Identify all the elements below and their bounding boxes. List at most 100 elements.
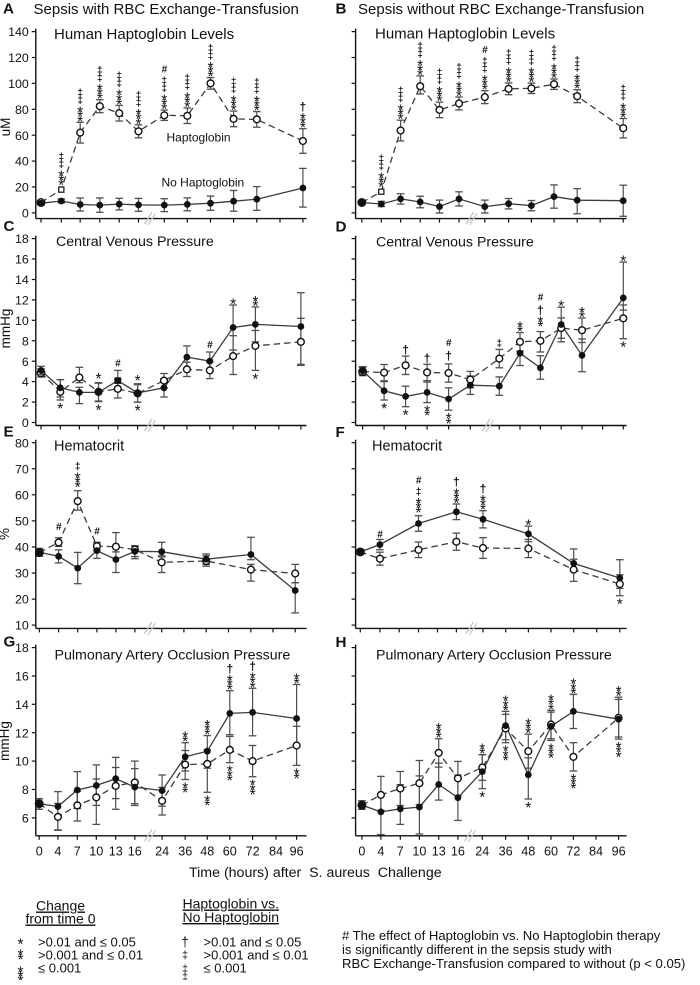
svg-text:‡: ‡	[417, 49, 423, 60]
svg-text:10: 10	[89, 845, 103, 859]
svg-text:‡: ‡	[482, 56, 488, 67]
svg-text:Change: Change	[36, 898, 85, 914]
svg-text:*: *	[558, 299, 564, 316]
svg-text:*: *	[252, 371, 258, 388]
svg-text:‡: ‡	[116, 79, 122, 90]
svg-text:*: *	[294, 766, 300, 783]
svg-text:*: *	[77, 109, 83, 126]
svg-text:*: *	[182, 785, 188, 802]
svg-text:‡: ‡	[456, 70, 462, 81]
svg-text:50: 50	[15, 515, 29, 529]
svg-text:‡: ‡	[182, 972, 188, 981]
svg-text:*: *	[479, 746, 485, 763]
svg-text:*: *	[506, 70, 512, 87]
svg-text:>0.001 and ≤ 0.01: >0.001 and ≤ 0.01	[38, 948, 143, 963]
svg-text:*: *	[503, 744, 509, 761]
svg-text:A: A	[3, 1, 14, 18]
svg-text:‡: ‡	[398, 93, 404, 104]
svg-text:*: *	[525, 716, 531, 733]
svg-text:*: *	[135, 373, 141, 390]
svg-text:*: *	[161, 92, 167, 109]
svg-text:*: *	[424, 408, 430, 425]
svg-text:*: *	[250, 671, 256, 688]
svg-text:‡: ‡	[437, 75, 443, 86]
svg-text:‡: ‡	[254, 85, 260, 96]
svg-text:*: *	[453, 491, 459, 508]
svg-text:96: 96	[290, 845, 304, 859]
svg-text:*: *	[95, 371, 101, 388]
svg-text:*: *	[294, 676, 300, 693]
svg-text:*: *	[570, 681, 576, 698]
svg-text:*: *	[227, 673, 233, 690]
svg-text:6: 6	[22, 812, 29, 826]
svg-text:*: *	[116, 92, 122, 109]
svg-text:14: 14	[15, 273, 29, 287]
svg-text:*: *	[436, 730, 442, 747]
svg-text:#: #	[446, 338, 452, 349]
svg-text:#: #	[115, 358, 121, 369]
svg-text:80: 80	[15, 103, 29, 117]
svg-text:‡: ‡	[620, 92, 626, 103]
svg-text:*: *	[227, 764, 233, 781]
svg-text:*: *	[517, 324, 523, 341]
svg-text:*: *	[398, 112, 404, 129]
svg-text:*: *	[300, 111, 306, 128]
svg-text:‡: ‡	[574, 55, 580, 66]
svg-text:‡: ‡	[416, 487, 422, 498]
svg-text:‡: ‡	[456, 63, 462, 74]
svg-text:*: *	[250, 782, 256, 799]
svg-text:*: *	[75, 480, 81, 497]
svg-text:*: *	[548, 746, 554, 763]
svg-text:*: *	[480, 493, 486, 510]
svg-text:0: 0	[22, 416, 29, 430]
svg-text:*: *	[525, 726, 531, 743]
svg-text:*: *	[570, 772, 576, 789]
svg-text:*: *	[77, 114, 83, 131]
svg-text:*: *	[252, 299, 258, 316]
svg-text:*: *	[616, 749, 622, 766]
svg-text:Central Venous Pressure: Central Venous Pressure	[376, 235, 534, 251]
svg-text:*: *	[436, 85, 442, 102]
svg-text:*: *	[95, 403, 101, 420]
svg-text:%: %	[0, 528, 12, 540]
svg-text:13: 13	[109, 845, 123, 859]
svg-text:Haptoglobin: Haptoglobin	[167, 131, 231, 145]
svg-text:#: #	[482, 45, 488, 56]
svg-text:40: 40	[15, 155, 29, 169]
svg-text:*: *	[528, 75, 534, 92]
svg-text:‡: ‡	[162, 83, 168, 94]
svg-text:≤ 0.001: ≤ 0.001	[38, 960, 81, 975]
svg-text:40: 40	[15, 541, 29, 555]
svg-text:*: *	[479, 790, 485, 807]
svg-text:*: *	[57, 401, 63, 418]
svg-text:*: *	[250, 778, 256, 795]
svg-text:‡: ‡	[231, 77, 237, 88]
svg-text:20: 20	[15, 181, 29, 195]
svg-text:*: *	[116, 88, 122, 105]
svg-text:*: *	[446, 416, 452, 433]
svg-text:‡: ‡	[529, 49, 535, 60]
svg-text:No Haptoglobin: No Haptoglobin	[162, 176, 245, 190]
svg-text:†: †	[300, 100, 307, 114]
svg-text:*: *	[482, 82, 488, 99]
svg-text:*: *	[482, 78, 488, 95]
svg-text:*: *	[398, 107, 404, 124]
svg-text:†: †	[226, 662, 233, 676]
svg-text:*: *	[528, 65, 534, 82]
svg-text:*: *	[227, 768, 233, 785]
svg-text:*: *	[231, 98, 237, 115]
svg-text:uM: uM	[0, 118, 13, 137]
svg-text:60: 60	[15, 129, 29, 143]
svg-text:*: *	[436, 89, 442, 106]
svg-text:*: *	[415, 501, 421, 518]
svg-text:*: *	[207, 60, 213, 77]
svg-text:‡: ‡	[398, 86, 404, 97]
svg-text:‡: ‡	[208, 51, 214, 62]
svg-text:*: *	[254, 94, 260, 111]
svg-text:‡: ‡	[551, 52, 557, 63]
svg-text:D: D	[336, 218, 347, 235]
svg-text:12: 12	[15, 726, 29, 740]
svg-text:‡: ‡	[529, 56, 535, 67]
svg-text:*: *	[204, 798, 210, 815]
svg-text:*: *	[503, 703, 509, 720]
